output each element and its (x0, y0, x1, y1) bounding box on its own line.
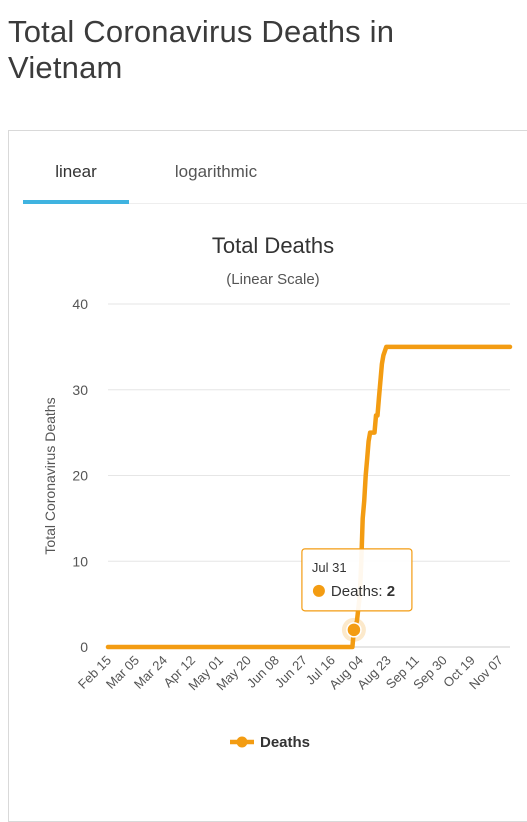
y-tick-labels: 0 10 20 30 40 (72, 296, 88, 655)
y-tick-label: 20 (72, 468, 88, 484)
chart-title: Total Deaths (212, 233, 334, 258)
y-tick-label: 0 (80, 639, 88, 655)
scale-tabs: linear logarithmic (23, 131, 527, 204)
active-tab-indicator (23, 200, 129, 204)
series-lines (105, 344, 513, 650)
chart-subtitle: (Linear Scale) (226, 271, 319, 288)
tab-logarithmic[interactable]: logarithmic (174, 162, 258, 181)
legend[interactable]: Deaths (230, 734, 310, 751)
tab-linear[interactable]: linear (55, 162, 97, 181)
series-line-deaths[interactable] (105, 344, 513, 650)
tooltip: Jul 31 Deaths: 2 (301, 548, 413, 642)
x-tick-label: Jun 27 (272, 653, 310, 691)
legend-label[interactable]: Deaths (260, 734, 310, 751)
deaths-chart: Total Deaths (Linear Scale) Total Corona… (42, 233, 513, 751)
y-tick-label: 30 (72, 382, 88, 398)
legend-marker (236, 736, 248, 748)
tooltip-value: Deaths: 2 (331, 583, 395, 600)
y-tick-label: 40 (72, 296, 88, 312)
y-tick-label: 10 (72, 553, 88, 569)
tooltip-date: Jul 31 (312, 560, 347, 575)
highlight-point[interactable] (346, 622, 362, 638)
y-axis-label: Total Coronavirus Deaths (42, 397, 58, 554)
page-title: Total Coronavirus Deaths in Vietnam (8, 14, 395, 85)
tooltip-box (301, 548, 413, 612)
tooltip-marker (312, 584, 325, 597)
